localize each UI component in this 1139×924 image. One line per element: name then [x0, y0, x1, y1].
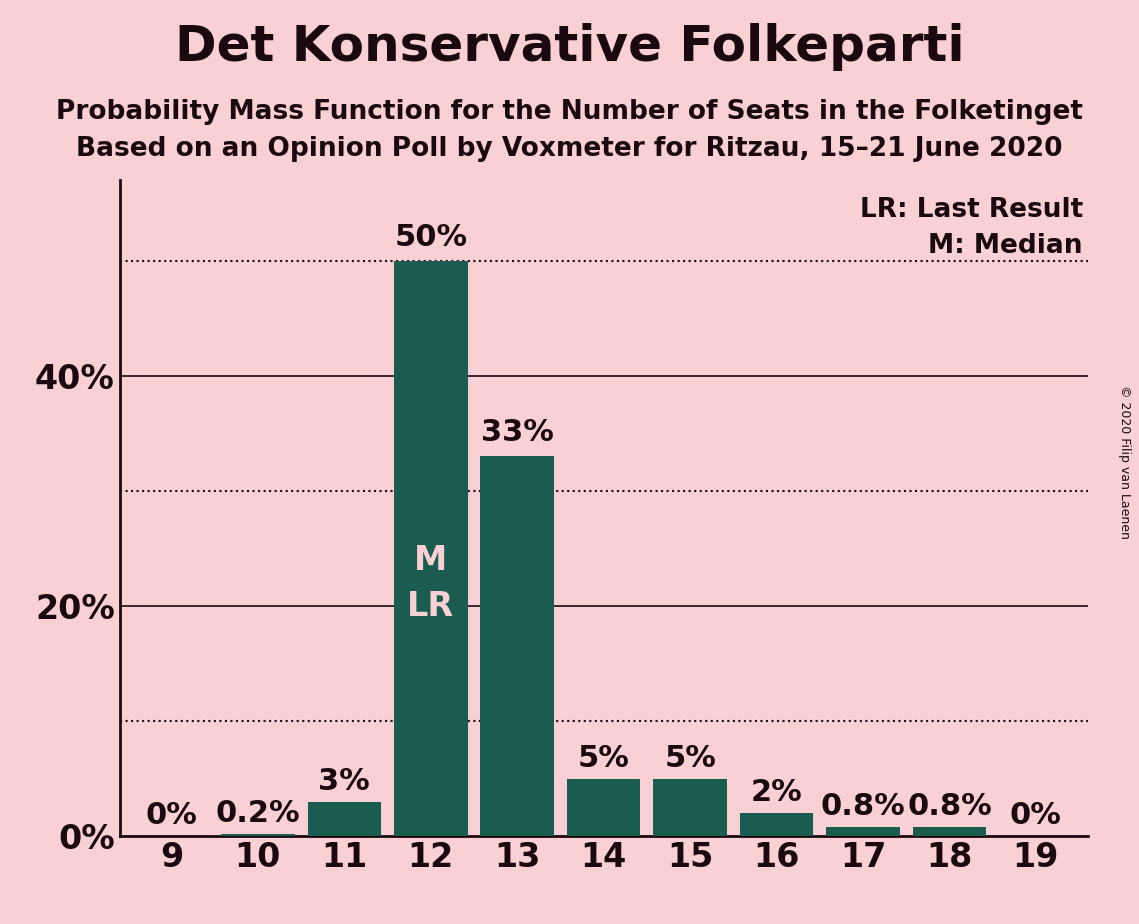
- Text: Det Konservative Folkeparti: Det Konservative Folkeparti: [174, 23, 965, 71]
- Text: 50%: 50%: [394, 223, 467, 251]
- Bar: [740, 813, 813, 836]
- Text: 3%: 3%: [319, 767, 370, 796]
- Text: 5%: 5%: [664, 744, 716, 772]
- Bar: [654, 779, 727, 836]
- Bar: [567, 779, 640, 836]
- Bar: [912, 827, 986, 836]
- Text: 0.8%: 0.8%: [820, 792, 906, 821]
- Text: 0%: 0%: [1010, 801, 1062, 831]
- Text: 0%: 0%: [146, 801, 197, 831]
- Text: 33%: 33%: [481, 419, 554, 447]
- Text: © 2020 Filip van Laenen: © 2020 Filip van Laenen: [1118, 385, 1131, 539]
- Text: M: Median: M: Median: [928, 233, 1083, 259]
- Bar: [826, 827, 900, 836]
- Text: Probability Mass Function for the Number of Seats in the Folketinget: Probability Mass Function for the Number…: [56, 99, 1083, 125]
- Bar: [394, 261, 467, 836]
- Text: 5%: 5%: [577, 744, 630, 772]
- Text: M
LR: M LR: [408, 543, 454, 623]
- Text: LR: Last Result: LR: Last Result: [860, 197, 1083, 223]
- Text: 2%: 2%: [751, 778, 803, 808]
- Bar: [221, 834, 295, 836]
- Bar: [481, 456, 554, 836]
- Text: 0.2%: 0.2%: [215, 799, 301, 828]
- Bar: [308, 802, 382, 836]
- Text: Based on an Opinion Poll by Voxmeter for Ritzau, 15–21 June 2020: Based on an Opinion Poll by Voxmeter for…: [76, 136, 1063, 162]
- Text: 0.8%: 0.8%: [907, 792, 992, 821]
